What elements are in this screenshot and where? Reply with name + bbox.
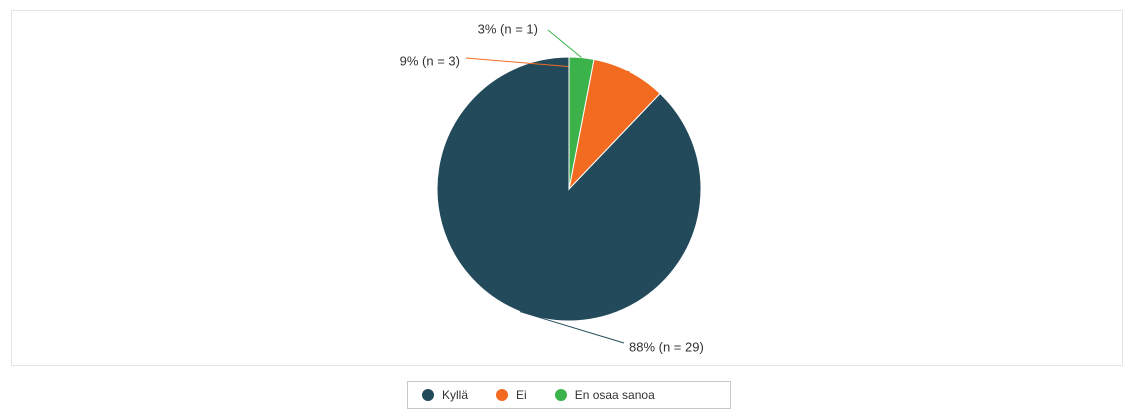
legend-swatch — [422, 389, 434, 401]
legend-item-ei[interactable]: Ei — [496, 388, 527, 402]
legend-item-kylla[interactable]: Kyllä — [422, 388, 468, 402]
data-label-kylla: 88% (n = 29) — [629, 339, 704, 354]
legend-item-en-osaa-sanoa[interactable]: En osaa sanoa — [554, 388, 655, 402]
pie-chart: 88% (n = 29) 9% (n = 3) 3% (n = 1) — [400, 21, 704, 354]
chart-area: 88% (n = 29) 9% (n = 3) 3% (n = 1) — [11, 10, 1123, 366]
legend-label: Kyllä — [442, 388, 469, 402]
legend-swatch — [554, 389, 567, 401]
legend-swatch — [496, 389, 509, 401]
leader-line-kylla — [519, 311, 625, 344]
legend-label: Ei — [516, 388, 527, 402]
data-label-ei: 9% (n = 3) — [400, 53, 460, 68]
data-label-en-osaa-sanoa: 3% (n = 1) — [478, 21, 538, 36]
chart-legend: Kyllä Ei En osaa sanoa — [407, 381, 731, 409]
leader-line-en-osaa-sanoa — [547, 29, 582, 58]
legend-label: En osaa sanoa — [574, 388, 655, 402]
leader-line-ei — [465, 57, 630, 73]
